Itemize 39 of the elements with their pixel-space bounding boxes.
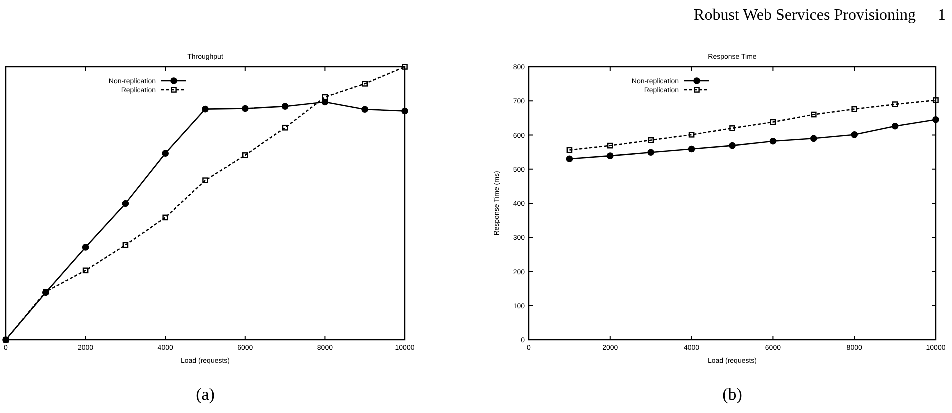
point bbox=[933, 98, 939, 104]
point bbox=[402, 64, 408, 70]
point bbox=[770, 138, 777, 145]
text: 1 bbox=[938, 7, 946, 24]
point bbox=[202, 106, 209, 113]
point bbox=[242, 105, 249, 112]
point bbox=[810, 135, 818, 142]
point bbox=[852, 106, 858, 112]
text: (a) bbox=[196, 385, 215, 404]
point bbox=[282, 124, 288, 131]
point bbox=[162, 214, 168, 221]
point bbox=[82, 268, 89, 274]
point bbox=[851, 132, 858, 138]
point bbox=[82, 244, 90, 251]
point bbox=[892, 102, 898, 108]
point bbox=[122, 200, 130, 208]
point bbox=[282, 103, 289, 110]
text: Robust Web Services Provisioning bbox=[694, 7, 916, 24]
point bbox=[648, 137, 654, 144]
point bbox=[122, 242, 129, 248]
point bbox=[811, 112, 817, 118]
point bbox=[688, 146, 696, 153]
point bbox=[730, 126, 736, 132]
point bbox=[566, 147, 573, 154]
point bbox=[688, 132, 695, 138]
point bbox=[362, 81, 368, 87]
point bbox=[729, 142, 736, 150]
text: (b) bbox=[722, 385, 742, 404]
point bbox=[892, 122, 899, 130]
point bbox=[608, 142, 614, 149]
point bbox=[648, 149, 654, 156]
point bbox=[770, 119, 776, 126]
point bbox=[202, 178, 208, 184]
point bbox=[362, 106, 368, 113]
point bbox=[322, 94, 328, 100]
point bbox=[162, 150, 169, 157]
point bbox=[242, 152, 248, 158]
point bbox=[566, 156, 574, 163]
point bbox=[607, 152, 614, 160]
